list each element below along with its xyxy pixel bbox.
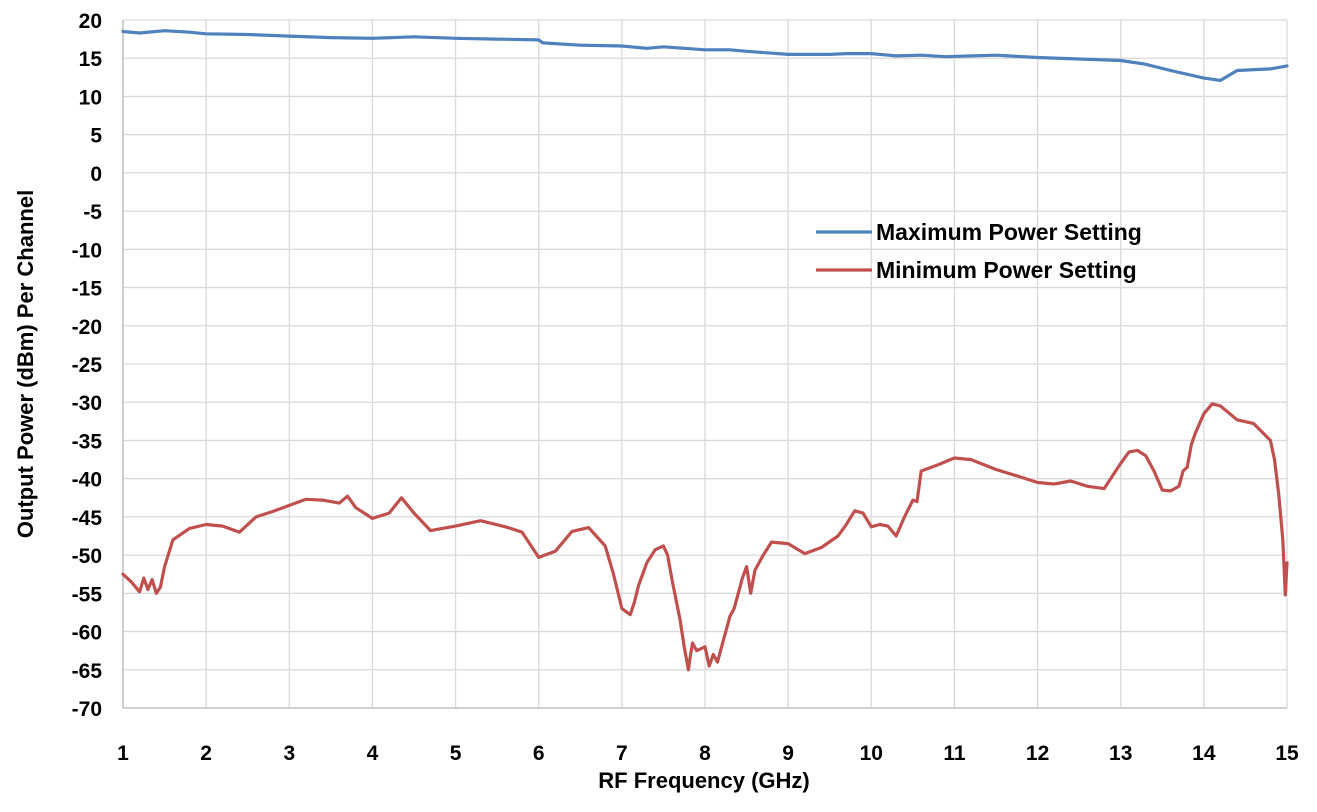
y-tick-label: -65 <box>72 660 103 683</box>
x-tick-label: 8 <box>699 742 711 765</box>
x-tick-label: 2 <box>200 742 212 765</box>
x-axis-title: RF Frequency (GHz) <box>598 768 809 793</box>
x-tick-label: 1 <box>117 742 129 765</box>
y-tick-label: -5 <box>83 201 102 224</box>
x-tick-label: 9 <box>782 742 794 765</box>
y-tick-label: -45 <box>72 507 103 530</box>
x-tick-label: 5 <box>450 742 462 765</box>
x-tick-label: 13 <box>1109 742 1132 765</box>
x-tick-label: 7 <box>616 742 628 765</box>
x-tick-label: 15 <box>1275 742 1299 765</box>
y-tick-label: -50 <box>72 545 102 568</box>
x-tick-label: 4 <box>367 742 379 765</box>
series-line-minimum-power <box>121 402 1289 672</box>
y-tick-label: 0 <box>90 163 102 186</box>
y-tick-label: 10 <box>79 86 102 109</box>
y-tick-label: -15 <box>72 278 103 301</box>
y-tick-label: -55 <box>72 583 103 606</box>
y-tick-label: -25 <box>72 354 103 377</box>
x-tick-label: 10 <box>860 742 883 765</box>
x-tick-label: 3 <box>283 742 295 765</box>
y-tick-label: -30 <box>72 392 102 415</box>
y-tick-label: -35 <box>72 430 103 453</box>
y-tick-label: -20 <box>72 316 102 339</box>
series-line-maximum-power <box>121 29 1289 82</box>
x-tick-label: 11 <box>943 742 966 765</box>
x-tick-label: 6 <box>533 742 545 765</box>
x-tick-label: 12 <box>1026 742 1049 765</box>
y-tick-label: -40 <box>72 469 102 492</box>
y-tick-label: -10 <box>72 239 102 262</box>
y-tick-label: -70 <box>72 698 102 721</box>
y-tick-label: 15 <box>79 48 103 71</box>
y-tick-label: 20 <box>79 10 102 33</box>
y-tick-label: -60 <box>72 622 102 645</box>
legend-label: Maximum Power Setting <box>876 219 1142 245</box>
y-tick-label: 5 <box>90 125 102 148</box>
y-axis-title: Output Power (dBm) Per Channel <box>13 190 38 538</box>
x-tick-label: 14 <box>1192 742 1216 765</box>
legend-label: Minimum Power Setting <box>876 257 1137 283</box>
